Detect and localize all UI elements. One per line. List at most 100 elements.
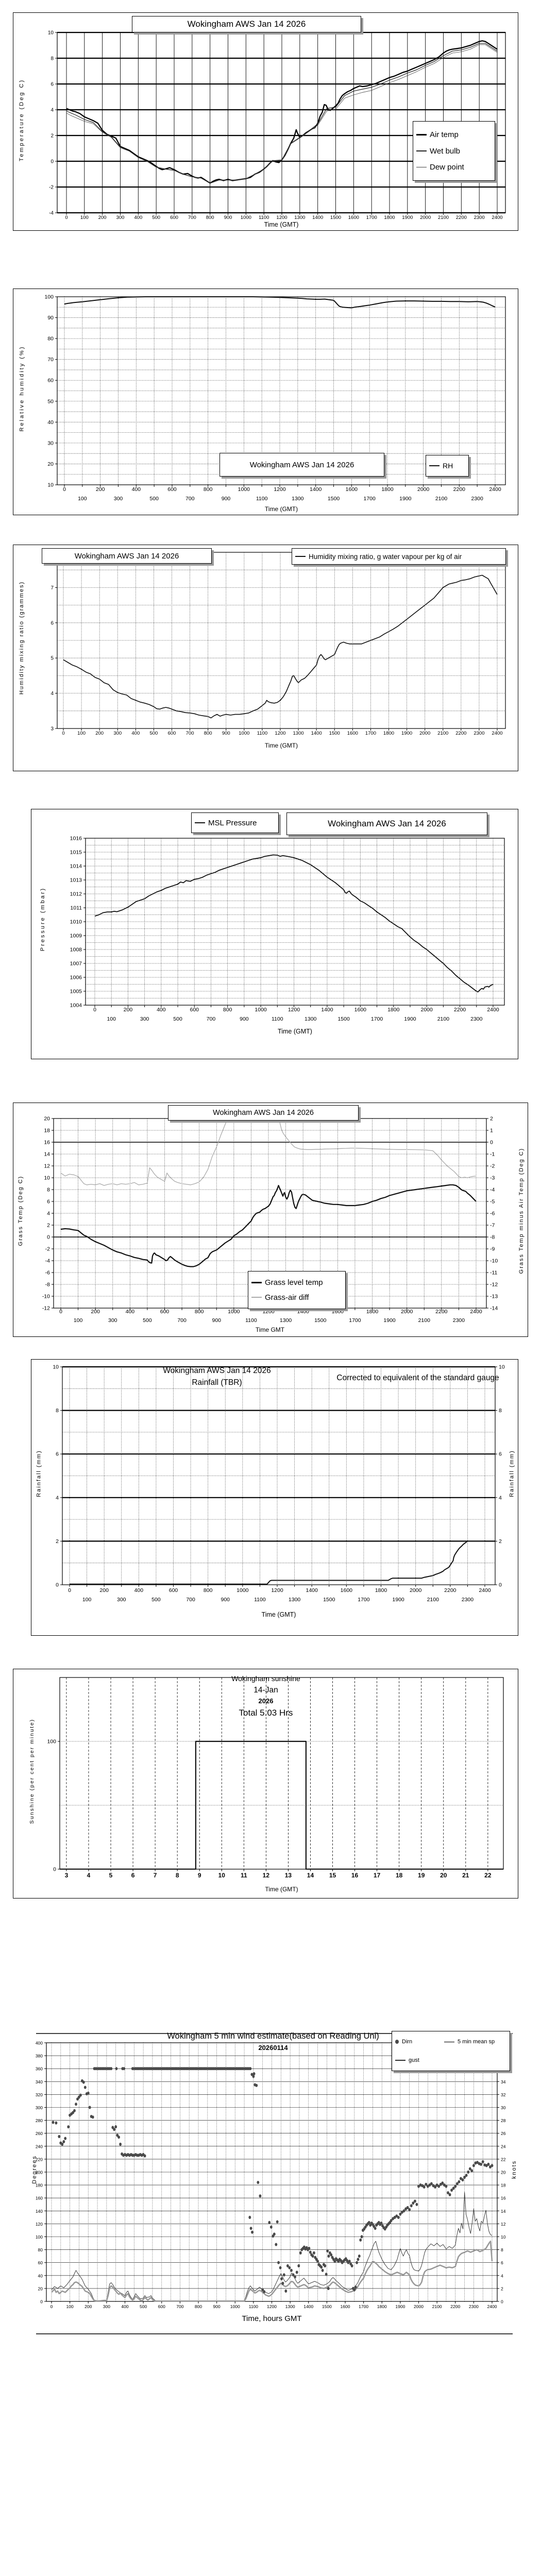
x-tick-label: 2000 xyxy=(420,1007,433,1013)
x-axis-title: Time (GMT) xyxy=(264,221,299,228)
x-tick-label: 500 xyxy=(152,215,160,221)
dot-direction xyxy=(356,2261,358,2264)
y-tick-label: 140 xyxy=(36,2209,43,2214)
y-axis-title: knots xyxy=(511,2160,517,2179)
x-tick-label: 100 xyxy=(66,2304,74,2309)
dot-direction xyxy=(263,2290,266,2294)
dot-direction xyxy=(308,2247,311,2250)
dot-direction xyxy=(115,2067,118,2071)
y-tick-label: -4 xyxy=(49,211,54,216)
y-tick-label: 220 xyxy=(36,2157,43,2162)
x-tick-label: 6 xyxy=(131,1872,135,1879)
dot-direction xyxy=(311,2255,314,2258)
y-tick-label: 400 xyxy=(36,2041,43,2046)
msl-pressure-chart-canvas: 0 100 200 300 400 500 600 700 800 900 1000 1100 1200… xyxy=(70,836,505,1022)
y-tick-label: 2 xyxy=(56,1538,59,1545)
dot-direction xyxy=(454,2184,457,2188)
x-axis-title: Time (GMT) xyxy=(261,1611,296,1618)
dot-direction xyxy=(359,2238,362,2242)
x-tick-label: 1100 xyxy=(254,1597,266,1603)
x-tick-label: 100 xyxy=(78,496,87,502)
y-tick-label: 1010 xyxy=(70,919,82,925)
dot-direction xyxy=(465,2174,468,2177)
y-axis-title: Temperature (Deg C) xyxy=(19,78,25,162)
dot-direction xyxy=(282,2273,285,2277)
x-tick-label: 200 xyxy=(84,2304,92,2309)
dot-direction xyxy=(358,2255,361,2258)
x-tick-label: 900 xyxy=(212,1317,221,1324)
y-tick-label: 10 xyxy=(44,1175,50,1181)
dot-direction xyxy=(406,2206,409,2210)
x-tick-label: 1800 xyxy=(381,486,394,493)
dot-direction xyxy=(295,2270,298,2274)
y-tick-label: 18 xyxy=(501,2183,506,2188)
plot-border xyxy=(57,32,506,213)
x-tick-label: 2200 xyxy=(454,1007,466,1013)
y-tick-label: 4 xyxy=(47,1211,50,1217)
x-tick-label: 1900 xyxy=(392,1597,404,1603)
x-tick-label: 2300 xyxy=(474,215,485,221)
grass-legend: Grass level temp Grass-air diff xyxy=(248,1271,346,1309)
dot-direction xyxy=(117,2136,121,2139)
dot-direction xyxy=(480,2162,482,2166)
wind-chart-panel: 0 100 200 300 400 500 600 700 800 900 1000 1100 1200… xyxy=(31,2030,518,2336)
x-tick-label: 11 xyxy=(241,1872,247,1879)
chart-title: Wokingham AWS Jan 14 2026 xyxy=(219,453,384,477)
series-mean-speed xyxy=(51,2240,493,2302)
x-tick-label: 1800 xyxy=(377,2304,387,2309)
dot-direction xyxy=(487,2162,490,2166)
x-tick-label: 800 xyxy=(204,731,212,736)
y-tick-label: 0 xyxy=(53,1867,56,1873)
dot-direction xyxy=(412,2201,415,2205)
x-tick-label: 800 xyxy=(204,486,213,493)
x-tick-label: 1300 xyxy=(285,2304,295,2309)
dot-direction xyxy=(320,2265,323,2269)
x-tick-label: 400 xyxy=(134,215,142,221)
dot-direction xyxy=(281,2281,284,2285)
dot-direction xyxy=(399,2212,402,2216)
y-tick-label: 280 xyxy=(36,2118,43,2123)
y-tick-label: 40 xyxy=(47,419,54,426)
y-axis-title: Sunshine (per cent per minute) xyxy=(29,1718,35,1824)
x-tick-label: 1500 xyxy=(329,731,340,736)
legend-item: Grass level temp xyxy=(251,1278,342,1287)
y-tick-label: 6 xyxy=(56,1451,59,1458)
x-tick-label: 200 xyxy=(96,486,105,493)
x-tick-label: 2100 xyxy=(418,1317,431,1324)
dot-direction xyxy=(432,2184,435,2188)
y-tick-label: 1012 xyxy=(70,891,82,897)
x-tick-label: 400 xyxy=(121,2304,128,2309)
dot-direction xyxy=(491,2164,494,2167)
y-tick-label: 10 xyxy=(499,1364,505,1370)
x-tick-label: 300 xyxy=(117,1597,126,1603)
dot-direction xyxy=(58,2134,61,2139)
y-tick-label: 100 xyxy=(36,2234,43,2240)
x-tick-label: 1800 xyxy=(375,1587,387,1594)
x-tick-label: 19 xyxy=(418,1872,425,1879)
x-tick-label: 500 xyxy=(143,1317,152,1324)
x-tick-label: 2100 xyxy=(427,1597,439,1603)
sunshine-chart-panel: 3 4 5 6 7 8 9 10 11 12 13 14 15 16 17 18 19 20 21 22 100 0 Sun… xyxy=(13,1669,518,1899)
y-tick-label: 6 xyxy=(50,620,54,626)
x-tick-label: 1300 xyxy=(305,1016,317,1022)
dot-direction xyxy=(426,2184,429,2188)
y-tick-label: -5 xyxy=(490,1199,495,1205)
dot-direction xyxy=(402,2209,405,2213)
dot-direction xyxy=(434,2185,436,2189)
plot-border xyxy=(57,552,506,729)
y-tick-label: 180 xyxy=(36,2183,43,2188)
y-tick-label: 16 xyxy=(44,1140,50,1146)
dot-direction xyxy=(393,2215,396,2219)
dot-direction xyxy=(290,2268,293,2272)
x-tick-label: 100 xyxy=(82,1597,92,1603)
x-tick-label: 1000 xyxy=(228,1309,240,1315)
x-tick-label: 2100 xyxy=(438,215,449,221)
dot-direction xyxy=(447,2191,449,2195)
series-cumulative-rain xyxy=(70,1540,485,1585)
x-tick-label: 400 xyxy=(157,1007,166,1013)
y-tick-label: 22 xyxy=(501,2157,506,2162)
y-tick-label: 2 xyxy=(50,133,54,139)
y-axis-title: Grass Temp minus Air Temp (Deg C) xyxy=(518,1147,525,1274)
x-tick-label: 2100 xyxy=(437,1016,450,1022)
legend-item: Air temp xyxy=(416,130,492,139)
